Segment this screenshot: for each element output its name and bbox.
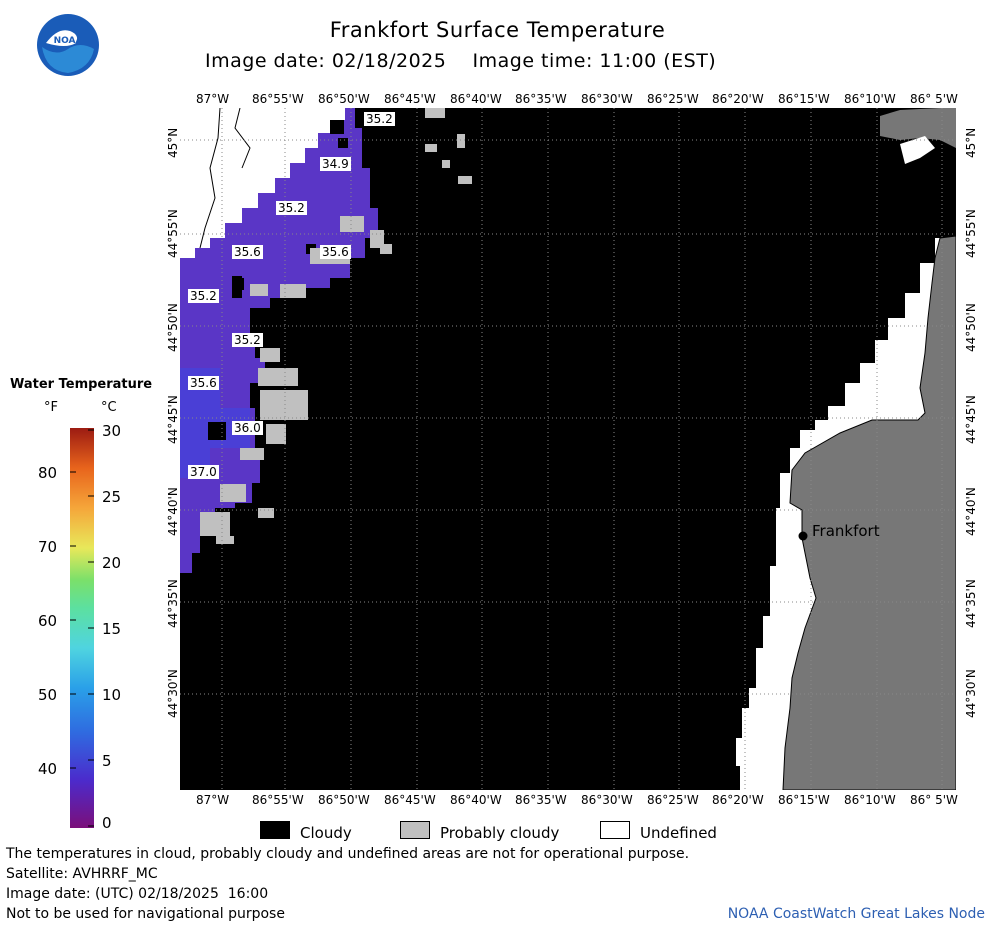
color-bar — [70, 428, 94, 828]
lon-tick: 86°15'W — [778, 793, 830, 807]
lon-tick: 86°45'W — [384, 92, 436, 106]
lon-tick: 86°55'W — [252, 92, 304, 106]
map-panel[interactable]: 35.2 34.9 35.2 35.6 35.6 35.2 35.2 35.6 … — [180, 107, 957, 791]
temp-label: 36.0 — [232, 421, 263, 435]
lon-tick: 86°40'W — [450, 793, 502, 807]
lon-tick: 86°55'W — [252, 793, 304, 807]
lon-tick: 86° 5'W — [910, 92, 958, 106]
temp-label: 35.2 — [364, 112, 395, 126]
lat-tick: 44°50'N — [166, 303, 180, 352]
temp-label: 34.9 — [320, 157, 351, 171]
lon-tick: 86°10'W — [844, 793, 896, 807]
lon-tick: 86°20'W — [712, 92, 764, 106]
graticule — [180, 108, 956, 790]
color-bar-svg — [70, 428, 94, 828]
lon-tick: 86° 5'W — [910, 793, 958, 807]
temp-label: 35.2 — [232, 333, 263, 347]
temp-label: 37.0 — [188, 465, 219, 479]
logo-text: NOAA — [54, 36, 83, 46]
c-tick: 15 — [102, 620, 122, 638]
f-tick: 70 — [38, 538, 58, 556]
key-cloudy-swatch — [260, 821, 290, 839]
f-tick: 50 — [38, 686, 58, 704]
temp-label: 35.6 — [320, 245, 351, 259]
c-tick: 0 — [102, 814, 112, 832]
page-title: Frankfort Surface Temperature — [329, 18, 666, 42]
temp-label: 35.2 — [188, 289, 219, 303]
footer-satellite: Satellite: AVHRRF_MC — [6, 866, 158, 882]
lat-tick: 44°40'N — [166, 487, 180, 536]
lon-tick: 86°35'W — [515, 92, 567, 106]
lon-tick: 87°W — [196, 793, 230, 807]
footer-navigation-note: Not to be used for navigational purpose — [6, 906, 285, 922]
lon-tick: 86°50'W — [318, 793, 370, 807]
city-label: Frankfort — [812, 522, 880, 540]
f-tick: 60 — [38, 612, 58, 630]
c-tick: 20 — [102, 554, 122, 572]
image-date: Image date: 02/18/2025 — [205, 50, 447, 72]
lon-tick: 86°20'W — [712, 793, 764, 807]
c-tick: 10 — [102, 686, 122, 704]
lon-tick: 86°10'W — [844, 92, 896, 106]
lat-tick: 44°45'N — [166, 395, 180, 444]
footer-image-date: Image date: (UTC) 02/18/2025 16:00 — [6, 886, 269, 902]
undefined-west — [180, 108, 345, 258]
f-tick: 80 — [38, 464, 58, 482]
lon-tick: 86°30'W — [581, 793, 633, 807]
f-tick: 40 — [38, 760, 58, 778]
land-area — [782, 235, 957, 791]
map-svg — [180, 107, 957, 791]
lat-tick: 44°45'N — [964, 395, 978, 444]
temp-label: 35.6 — [232, 245, 263, 259]
lon-tick: 86°25'W — [647, 793, 699, 807]
footer-disclaimer: The temperatures in cloud, probably clou… — [6, 846, 690, 862]
land-area-northeast — [880, 108, 956, 148]
lat-tick: 44°35'N — [166, 579, 180, 628]
lat-tick: 44°55'N — [166, 209, 180, 258]
lon-tick: 87°W — [196, 92, 230, 106]
temp-label: 35.6 — [188, 376, 219, 390]
unit-fahrenheit: °F — [44, 400, 58, 415]
legend-title: Water Temperature — [10, 377, 153, 392]
lon-tick: 86°30'W — [581, 92, 633, 106]
frankfort-marker — [798, 531, 808, 541]
image-time: Image time: 11:00 (EST) — [472, 50, 717, 72]
lat-tick: 44°40'N — [964, 487, 978, 536]
lat-tick: 45°N — [964, 127, 978, 158]
credit-link[interactable]: NOAA CoastWatch Great Lakes Node — [727, 906, 985, 922]
lat-tick: 44°30'N — [964, 669, 978, 718]
image-datetime: Image date: 02/18/2025 Image time: 11:00… — [205, 50, 716, 72]
c-tick: 25 — [102, 488, 122, 506]
lon-tick: 86°25'W — [647, 92, 699, 106]
temp-label: 35.2 — [276, 201, 307, 215]
unit-celsius: °C — [101, 400, 117, 415]
water-temp-area — [180, 108, 378, 573]
lat-tick: 44°30'N — [166, 669, 180, 718]
key-probably-cloudy-label: Probably cloudy — [440, 824, 560, 842]
lat-tick: 45°N — [166, 127, 180, 158]
noaa-logo-icon: NOAA — [36, 13, 100, 77]
lon-tick: 86°40'W — [450, 92, 502, 106]
c-tick: 5 — [102, 752, 112, 770]
lon-tick: 86°50'W — [318, 92, 370, 106]
c-tick: 30 — [102, 422, 122, 440]
lat-tick: 44°35'N — [964, 579, 978, 628]
lon-tick: 86°15'W — [778, 92, 830, 106]
key-probably-cloudy-swatch — [400, 821, 430, 839]
lat-tick: 44°50'N — [964, 303, 978, 352]
key-undefined-swatch — [600, 821, 630, 839]
lon-tick: 86°35'W — [515, 793, 567, 807]
key-cloudy-label: Cloudy — [300, 824, 352, 842]
key-undefined-label: Undefined — [640, 824, 717, 842]
lon-tick: 86°45'W — [384, 793, 436, 807]
lat-tick: 44°55'N — [964, 209, 978, 258]
